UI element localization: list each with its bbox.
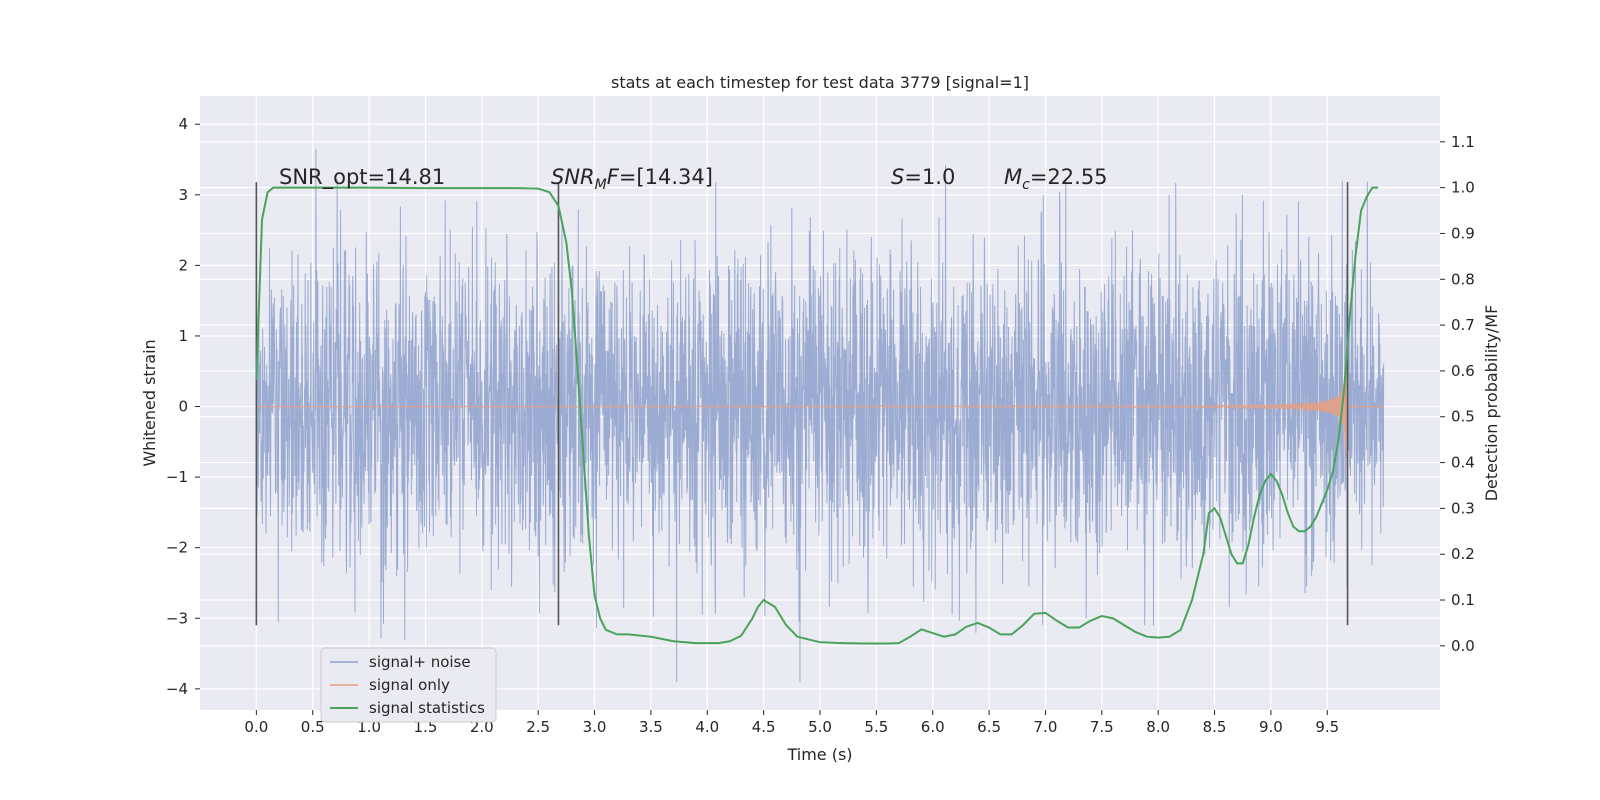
x-tick-label: 0.5 [301, 718, 325, 736]
annotations: SNR_opt=14.81 SNRMF=[14.34] S=1.0 Mc=22.… [279, 165, 1108, 193]
x-tick-label: 5.5 [864, 718, 888, 736]
legend-label-signal-only: signal only [369, 676, 450, 694]
x-tick-label: 8.5 [1203, 718, 1227, 736]
ticks: 0.0 0.5 1.0 1.5 2.0 2.5 3.0 3.5 4.0 4.5 5.0 5.5 6.0 6… [166, 115, 1475, 736]
y-right-tick-label: 0.5 [1451, 408, 1475, 426]
y-right-tick-label: 0.0 [1451, 637, 1475, 655]
x-tick-label: 6.5 [977, 718, 1001, 736]
x-tick-label: 8.0 [1146, 718, 1170, 736]
x-tick-label: 7.5 [1090, 718, 1114, 736]
y-right-tick-label: 0.6 [1451, 362, 1475, 380]
y-right-tick-label: 0.2 [1451, 545, 1475, 563]
y-tick-label: 1 [178, 327, 188, 345]
x-tick-label: 4.5 [752, 718, 776, 736]
signal-plus-noise-line [255, 148, 1385, 682]
annotation-s: S=1.0 [891, 165, 955, 189]
annotation-snr-mf: SNRMF=[14.34] [551, 165, 713, 193]
y-right-tick-label: 0.3 [1451, 499, 1475, 517]
x-tick-label: 9.0 [1259, 718, 1283, 736]
y-tick-label: −2 [166, 539, 188, 557]
y-right-tick-label: 0.4 [1451, 454, 1475, 472]
legend-box [320, 647, 497, 723]
y-tick-label: 0 [178, 398, 188, 416]
y-tick-label: 3 [178, 186, 188, 204]
signal-only-line [256, 342, 1384, 472]
x-tick-label: 7.0 [1034, 718, 1058, 736]
y-right-tick-label: 0.7 [1451, 316, 1475, 334]
y-axis-right-label: Detection probability/MF [1482, 305, 1501, 502]
x-tick-label: 4.0 [695, 718, 719, 736]
y-right-tick-label: 1.0 [1451, 179, 1475, 197]
x-tick-label: 2.5 [526, 718, 550, 736]
annotation-snr-opt: SNR_opt=14.81 [279, 165, 445, 190]
vertical-markers [255, 182, 1349, 626]
y-right-tick-label: 0.8 [1451, 270, 1475, 288]
y-axis-label: Whitened strain [140, 339, 159, 466]
x-tick-label: 3.0 [583, 718, 607, 736]
y-right-tick-label: 0.1 [1451, 591, 1475, 609]
y-tick-label: −4 [166, 680, 188, 698]
x-axis-label: Time (s) [786, 745, 852, 764]
signal-plus-noise-series [255, 148, 1385, 682]
y-tick-label: −3 [166, 609, 188, 627]
x-tick-label: 9.5 [1315, 718, 1339, 736]
y-tick-label: 2 [178, 256, 188, 274]
legend-label-signal-noise: signal+ noise [369, 653, 471, 671]
x-tick-label: 6.0 [921, 718, 945, 736]
signal-only-series [256, 342, 1384, 472]
chart-title: stats at each timestep for test data 377… [611, 73, 1029, 92]
x-tick-label: 5.0 [808, 718, 832, 736]
y-tick-label: 4 [178, 115, 188, 133]
x-tick-label: 0.0 [244, 718, 268, 736]
y-right-tick-label: 1.1 [1451, 133, 1475, 151]
annotation-s-value: =1.0 [904, 165, 955, 189]
x-tick-label: 3.5 [639, 718, 663, 736]
annotation-snr-mf-value: =[14.34] [619, 165, 713, 189]
annotation-mc-value: =22.55 [1030, 165, 1108, 189]
signal-statistics-series [255, 186, 1378, 645]
y-right-tick-label: 0.9 [1451, 224, 1475, 242]
annotation-mc: Mc=22.55 [1004, 165, 1108, 193]
y-tick-label: −1 [166, 468, 188, 486]
signal-statistics-line [255, 186, 1378, 645]
legend-label-signal-statistics: signal statistics [369, 699, 485, 717]
legend: signal+ noise signal only signal statist… [320, 647, 497, 723]
